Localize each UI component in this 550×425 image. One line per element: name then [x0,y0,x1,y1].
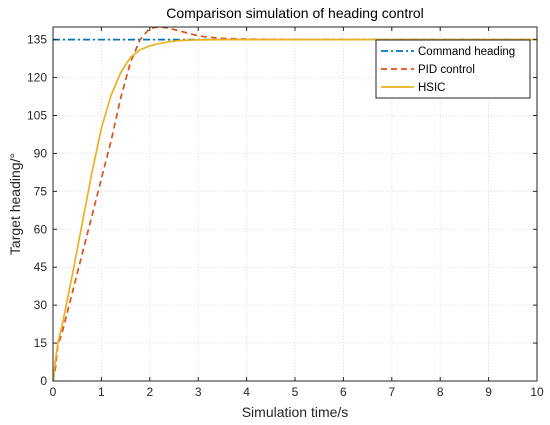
x-tick-label: 4 [243,385,250,399]
x-tick-label: 0 [50,385,57,399]
legend-label: PID control [418,64,475,76]
y-axis-label: Target heading/° [7,153,23,255]
x-tick-label: 10 [530,385,544,399]
y-tick-label: 120 [27,71,47,85]
y-tick-label: 75 [34,184,48,198]
x-axis-label: Simulation time/s [242,404,349,420]
y-tick-label: 105 [27,109,47,123]
x-tick-label: 1 [98,385,105,399]
x-tick-label: 2 [146,385,153,399]
x-tick-label: 8 [437,385,444,399]
x-tick-label: 3 [195,385,202,399]
y-tick-label: 15 [34,336,48,350]
legend-label: Command heading [418,46,515,58]
x-tick-label: 7 [388,385,395,399]
y-tick-label: 135 [27,33,47,47]
legend-label: HSIC [418,82,445,94]
chart-title: Comparison simulation of heading control [166,5,424,21]
y-tick-label: 90 [34,146,48,160]
y-tick-label: 60 [34,222,48,236]
series-layer [52,26,537,382]
pid-control-line [52,26,537,382]
x-tick-label: 5 [292,385,299,399]
hsic-line [52,38,537,382]
x-tick-label: 6 [340,385,347,399]
y-tick-label: 30 [34,298,48,312]
grid [53,27,537,381]
y-tick-label: 45 [34,260,48,274]
y-tick-label: 0 [40,374,47,388]
legend: Command heading PID control HSIC [375,39,531,99]
x-tick-label: 9 [485,385,492,399]
